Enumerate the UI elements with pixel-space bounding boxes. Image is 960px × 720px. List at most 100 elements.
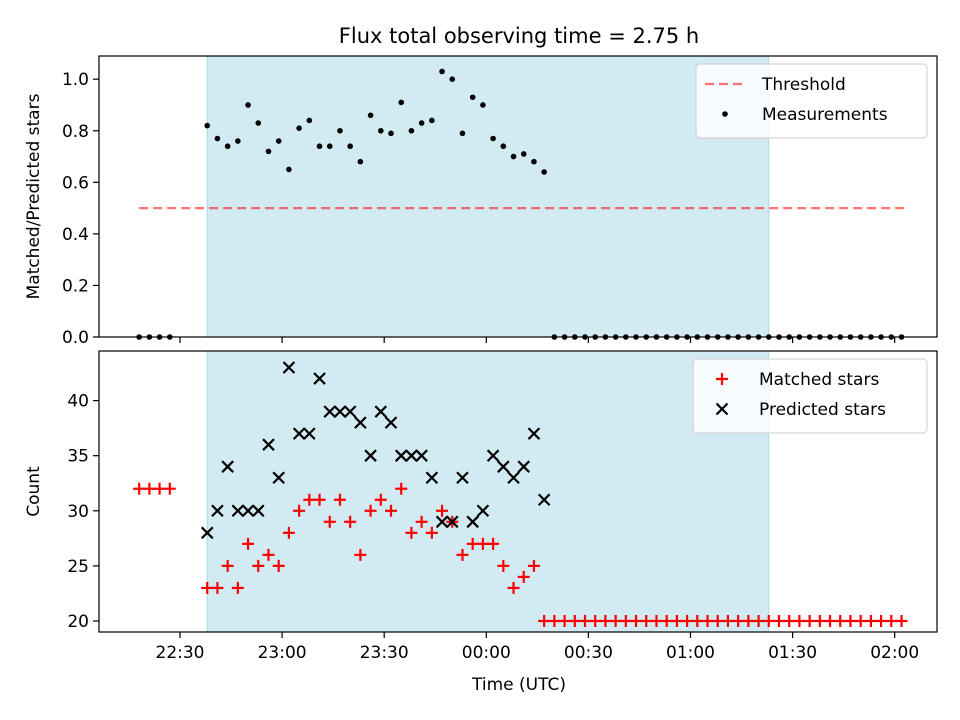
matched-marker: [538, 614, 551, 627]
x-tick-label: 01:00: [666, 643, 715, 663]
predicted-marker: [221, 460, 234, 473]
matched-marker: [344, 515, 357, 528]
x-tick-label: 00:30: [564, 643, 613, 663]
predicted-marker: [415, 449, 428, 462]
predicted-marker: [527, 427, 541, 440]
x-tick-label: 01:30: [768, 643, 817, 663]
legend-label: Matched stars: [759, 370, 879, 390]
x-axis-label: Time (UTC): [471, 675, 566, 695]
top-panel: 0.0 0.2 0.4 0.6 0.8 1.0 Matched/Predicted star…: [24, 55, 938, 348]
measurement-point: [306, 117, 313, 124]
matched-marker: [497, 559, 510, 572]
measurement-point: [235, 138, 241, 144]
y-tick-label: 25: [67, 557, 89, 577]
predicted-marker: [251, 504, 265, 518]
predicted-marker: [507, 471, 520, 485]
measurement-point: [429, 117, 435, 124]
predicted-marker-b: [241, 504, 255, 518]
matched-marker: [262, 548, 275, 561]
predicted-marker-b: [323, 405, 337, 418]
matched-marker: [415, 515, 428, 528]
y-tick-label: 1.0: [62, 70, 89, 90]
measurement-point: [245, 102, 251, 108]
matched-marker: [143, 482, 156, 495]
matched-marker: [333, 493, 346, 506]
y-tick-label: 0.6: [62, 173, 89, 193]
measurement-point: [214, 135, 221, 142]
measurement-point: [531, 158, 537, 165]
x-tick-label: 00:00: [462, 643, 511, 663]
measurement-point: [541, 169, 547, 175]
matched-marker: [599, 614, 612, 627]
matched-marker: [691, 614, 704, 627]
measurement-point: [357, 158, 364, 165]
predicted-marker-b: [527, 427, 541, 440]
matched-marker: [548, 614, 561, 627]
y-axis-label: Matched/Predicted stars: [24, 93, 44, 299]
predicted-marker: [200, 526, 214, 540]
matched-marker: [163, 482, 176, 495]
predicted-marker-b: [364, 449, 377, 462]
matched-marker: [742, 614, 755, 627]
matched-marker: [854, 614, 867, 627]
matched-marker: [395, 482, 408, 495]
matched-marker: [711, 614, 724, 627]
matched-marker: [568, 614, 581, 627]
axes-frame: [98, 55, 938, 338]
y-tick-label: 0.8: [62, 122, 89, 142]
measurement-point: [449, 76, 456, 83]
measurement-point: [275, 138, 282, 144]
measurement-point: [459, 130, 466, 137]
predicted-marker: [231, 504, 245, 518]
predicted-marker-b: [231, 504, 245, 518]
matched-marker: [619, 614, 632, 627]
measurement-point: [326, 143, 333, 150]
predicted-marker: [456, 471, 469, 485]
predicted-marker: [384, 416, 398, 429]
legend: Threshold Measurements: [695, 63, 928, 139]
legend-measurement-swatch: [722, 111, 728, 117]
predicted-marker: [425, 471, 439, 485]
x-tick-label: 22:30: [156, 643, 205, 663]
predicted-marker: [282, 361, 296, 374]
predicted-marker-b: [384, 416, 398, 429]
matched-marker: [834, 614, 847, 627]
y-tick-label: 35: [67, 447, 89, 467]
matched-marker: [609, 614, 622, 627]
predicted-marker-b: [476, 504, 490, 518]
predicted-marker: [476, 504, 490, 518]
matched-marker: [303, 493, 316, 506]
y-tick-label: 40: [67, 392, 89, 412]
matched-marker: [487, 537, 500, 550]
measurement-point: [418, 120, 425, 126]
y-tick-label: 20: [67, 612, 89, 632]
matched-marker: [558, 614, 571, 627]
matched-marker: [813, 614, 826, 627]
predicted-marker-b: [292, 427, 306, 440]
predicted-marker-b: [313, 372, 326, 385]
predicted-marker-b: [466, 515, 479, 529]
matched-marker: [456, 548, 469, 561]
predicted-marker: [241, 504, 255, 518]
predicted-marker: [486, 449, 500, 462]
predicted-marker-b: [507, 471, 520, 485]
matched-marker: [231, 581, 244, 594]
measurement-point: [469, 94, 476, 101]
measurement-point: [520, 151, 527, 157]
matched-marker: [752, 614, 765, 627]
matched-marker: [650, 614, 663, 627]
predicted-marker-b: [262, 438, 275, 451]
predicted-marker-b: [537, 493, 551, 507]
matched-marker: [640, 614, 653, 627]
matched-marker: [824, 614, 837, 627]
matched-marker: [681, 614, 694, 627]
predicted-marker: [323, 405, 337, 418]
predicted-marker-b: [445, 515, 459, 529]
matched-marker: [323, 515, 336, 528]
y-axis-label: Count: [24, 466, 44, 517]
measurement-point: [408, 127, 415, 134]
matched-marker: [578, 614, 591, 627]
matched-marker: [201, 581, 214, 594]
matched-marker: [211, 581, 224, 594]
measurement-point: [377, 127, 384, 134]
